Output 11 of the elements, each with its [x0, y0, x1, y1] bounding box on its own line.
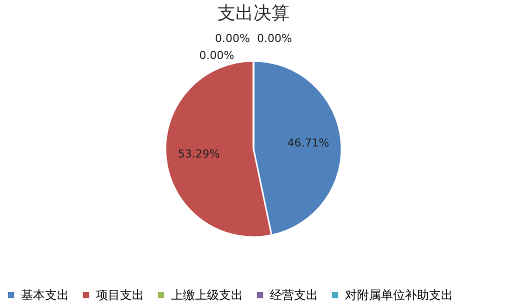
legend-label: 上缴上级支出 [171, 288, 243, 302]
chart-title: 支出决算 [218, 3, 290, 24]
legend-label: 基本支出 [21, 288, 69, 302]
legend-label: 项目支出 [96, 288, 144, 302]
text: 0.00% [257, 32, 292, 45]
text: 0.00% [199, 49, 234, 62]
data-label: 46.71% [287, 136, 330, 150]
legend-label: 对附属单位补助支出 [345, 288, 453, 302]
data-label: 53.29% [178, 148, 220, 161]
text: 0.00% [215, 32, 250, 45]
legend-label: 经营支出 [270, 288, 318, 302]
